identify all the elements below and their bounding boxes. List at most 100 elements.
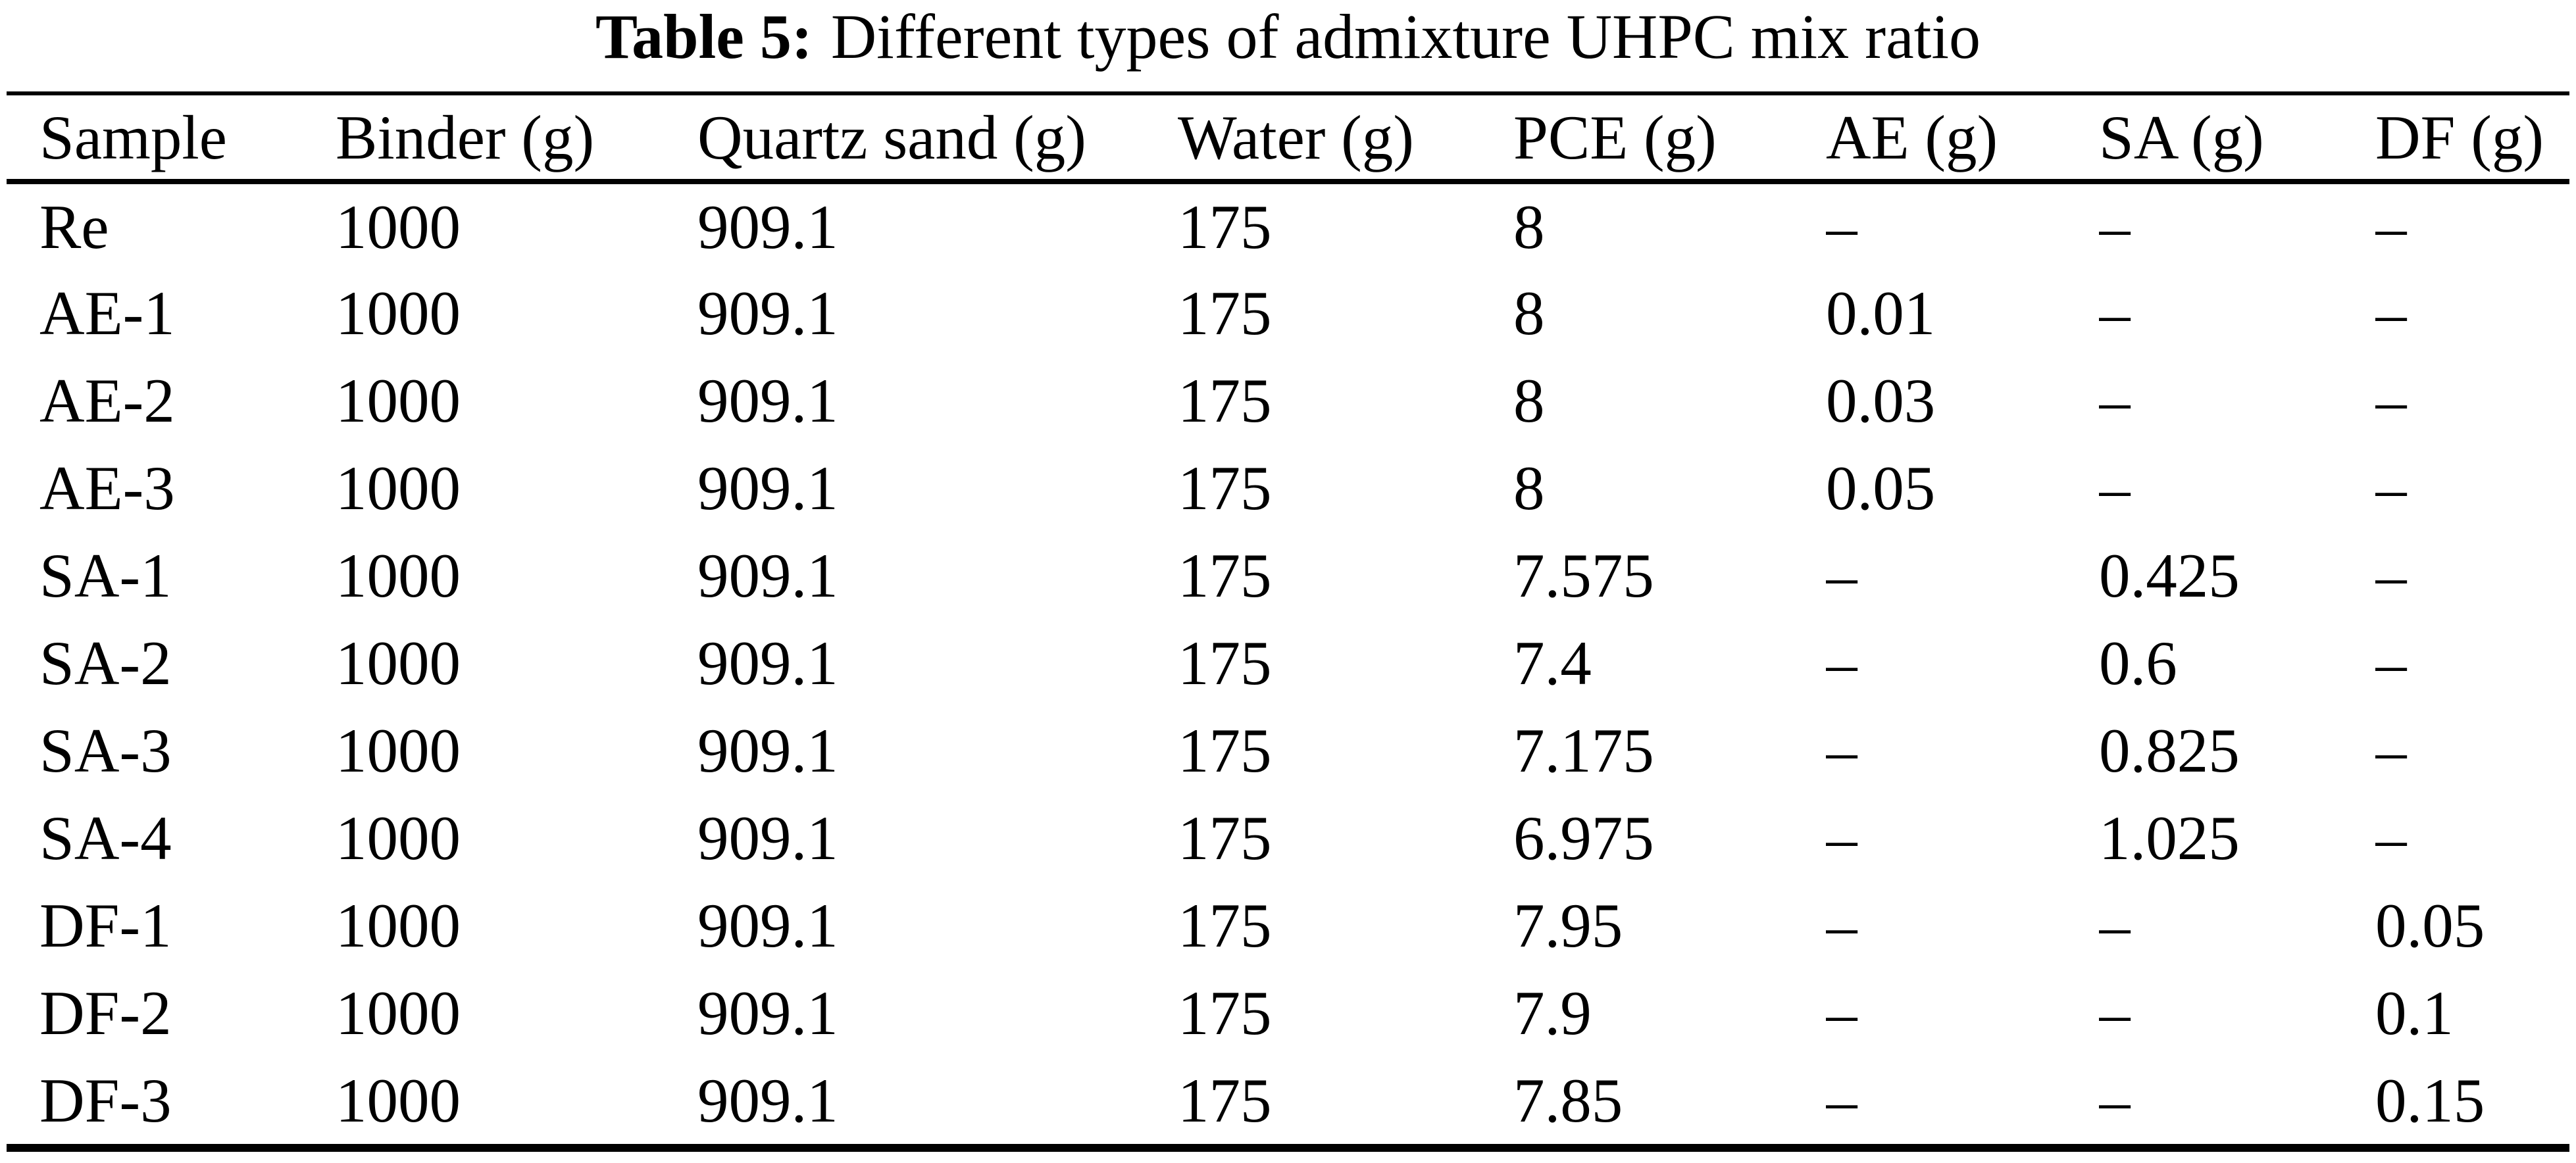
cell-sa: – [2099, 1065, 2131, 1135]
table-row: AE-2 1000 909.1 175 8 0.03 – – [7, 357, 2569, 444]
cell-quartz-sand: 909.1 [697, 890, 838, 960]
cell-ae: – [1826, 1065, 1857, 1135]
table-row: SA-2 1000 909.1 175 7.4 – 0.6 – [7, 619, 2569, 706]
cell-ae: 0.01 [1826, 278, 1936, 348]
cell-quartz-sand: 909.1 [697, 540, 838, 610]
cell-binder: 1000 [336, 890, 461, 960]
cell-df: 0.15 [2375, 1065, 2485, 1135]
cell-sa: – [2099, 977, 2131, 1048]
header-row: Sample Binder (g) Quartz sand (g) Water … [7, 95, 2569, 182]
column-header-quartz-sand: Quartz sand (g) [697, 102, 1086, 172]
cell-sa: – [2099, 278, 2131, 348]
cell-df: – [2375, 628, 2407, 698]
column-header-binder: Binder (g) [336, 102, 595, 172]
cell-quartz-sand: 909.1 [697, 977, 838, 1048]
cell-ae: – [1826, 191, 1857, 262]
cell-sample: SA-2 [39, 628, 172, 698]
table-row: AE-3 1000 909.1 175 8 0.05 – – [7, 444, 2569, 532]
cell-binder: 1000 [336, 278, 461, 348]
cell-sample: DF-1 [39, 890, 172, 960]
column-header-sample: Sample [39, 102, 227, 172]
cell-quartz-sand: 909.1 [697, 715, 838, 785]
cell-water: 175 [1178, 803, 1272, 873]
column-header-pce: PCE (g) [1513, 102, 1717, 172]
cell-sa: 0.6 [2099, 628, 2177, 698]
table-container: Sample Binder (g) Quartz sand (g) Water … [7, 91, 2569, 1152]
cell-pce: 8 [1513, 453, 1545, 523]
cell-df: – [2375, 540, 2407, 610]
table-row: DF-1 1000 909.1 175 7.95 – – 0.05 [7, 881, 2569, 969]
cell-sa: – [2099, 365, 2131, 435]
cell-sample: AE-3 [39, 453, 175, 523]
cell-sa: – [2099, 890, 2131, 960]
cell-pce: 7.95 [1513, 890, 1623, 960]
cell-ae: 0.03 [1826, 365, 1936, 435]
cell-sample: AE-1 [39, 278, 175, 348]
column-header-df: DF (g) [2375, 102, 2544, 172]
cell-water: 175 [1178, 977, 1272, 1048]
cell-sample: SA-3 [39, 715, 172, 785]
cell-binder: 1000 [336, 628, 461, 698]
table-row: DF-3 1000 909.1 175 7.85 – – 0.15 [7, 1056, 2569, 1144]
cell-quartz-sand: 909.1 [697, 191, 838, 262]
cell-pce: 8 [1513, 191, 1545, 262]
table-row: SA-1 1000 909.1 175 7.575 – 0.425 – [7, 532, 2569, 619]
cell-sa: 0.825 [2099, 715, 2240, 785]
cell-pce: 7.575 [1513, 540, 1654, 610]
cell-binder: 1000 [336, 191, 461, 262]
cell-water: 175 [1178, 453, 1272, 523]
cell-sample: SA-4 [39, 803, 172, 873]
cell-ae: – [1826, 977, 1857, 1048]
cell-sa: – [2099, 453, 2131, 523]
table-row: SA-4 1000 909.1 175 6.975 – 1.025 – [7, 794, 2569, 881]
cell-pce: 8 [1513, 365, 1545, 435]
cell-water: 175 [1178, 628, 1272, 698]
table-caption-text: Different types of admixture UHPC mix ra… [830, 1, 1981, 72]
cell-binder: 1000 [336, 540, 461, 610]
cell-binder: 1000 [336, 977, 461, 1048]
cell-df: – [2375, 803, 2407, 873]
table-row: Re 1000 909.1 175 8 – – – [7, 182, 2569, 269]
table-row: DF-2 1000 909.1 175 7.9 – – 0.1 [7, 969, 2569, 1056]
cell-binder: 1000 [336, 1065, 461, 1135]
cell-ae: – [1826, 803, 1857, 873]
cell-df: – [2375, 365, 2407, 435]
column-header-water: Water (g) [1178, 102, 1414, 172]
cell-sample: AE-2 [39, 365, 175, 435]
cell-df: – [2375, 715, 2407, 785]
cell-sample: DF-2 [39, 977, 172, 1048]
cell-pce: 7.175 [1513, 715, 1654, 785]
cell-pce: 7.9 [1513, 977, 1592, 1048]
cell-ae: – [1826, 890, 1857, 960]
cell-df: – [2375, 453, 2407, 523]
cell-water: 175 [1178, 540, 1272, 610]
cell-quartz-sand: 909.1 [697, 453, 838, 523]
cell-ae: – [1826, 540, 1857, 610]
cell-pce: 6.975 [1513, 803, 1654, 873]
cell-sample: SA-1 [39, 540, 172, 610]
cell-pce: 7.4 [1513, 628, 1592, 698]
cell-quartz-sand: 909.1 [697, 803, 838, 873]
mix-ratio-table: Sample Binder (g) Quartz sand (g) Water … [7, 95, 2569, 1144]
cell-water: 175 [1178, 1065, 1272, 1135]
cell-sample: Re [39, 191, 109, 262]
cell-binder: 1000 [336, 365, 461, 435]
cell-water: 175 [1178, 715, 1272, 785]
cell-water: 175 [1178, 365, 1272, 435]
table-caption: Table 5: Different types of admixture UHP… [0, 0, 2576, 74]
cell-df: – [2375, 191, 2407, 262]
cell-pce: 8 [1513, 278, 1545, 348]
cell-quartz-sand: 909.1 [697, 278, 838, 348]
cell-water: 175 [1178, 191, 1272, 262]
cell-ae: – [1826, 628, 1857, 698]
column-header-ae: AE (g) [1826, 102, 1998, 172]
cell-ae: 0.05 [1826, 453, 1936, 523]
cell-quartz-sand: 909.1 [697, 1065, 838, 1135]
cell-binder: 1000 [336, 715, 461, 785]
cell-sample: DF-3 [39, 1065, 172, 1135]
cell-df: 0.05 [2375, 890, 2485, 960]
table-row: SA-3 1000 909.1 175 7.175 – 0.825 – [7, 706, 2569, 794]
column-header-sa: SA (g) [2099, 102, 2264, 172]
cell-water: 175 [1178, 278, 1272, 348]
